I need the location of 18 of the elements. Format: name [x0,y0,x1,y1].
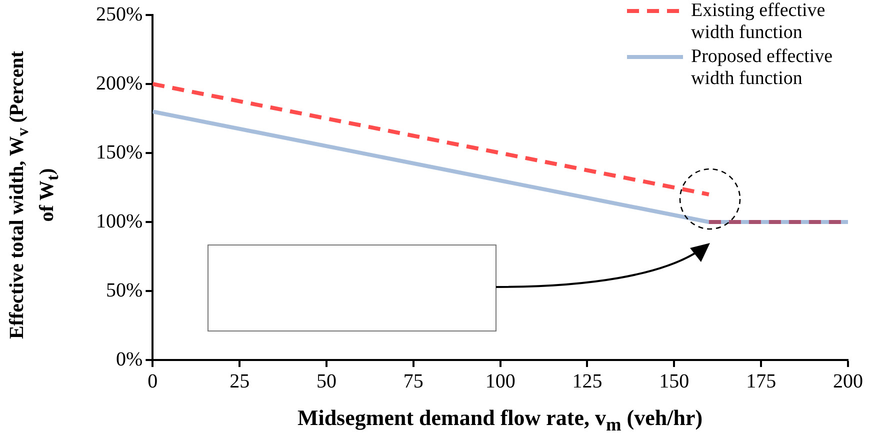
x-tick-label: 150 [659,370,690,392]
x-tick-label: 100 [485,370,516,392]
y-tick-label: 250% [96,3,143,26]
y-tick-label: 150% [96,141,143,164]
legend-label: Existing effective width function [691,0,826,44]
x-tick-label: 200 [833,370,863,392]
x-tick-label: 0 [148,370,158,392]
y-tick-label: 50% [106,279,143,302]
x-tick-label: 125 [572,370,602,392]
y-tick-label: 200% [96,72,143,94]
x-tick-label: 50 [316,370,336,392]
x-axis-title: Midsegment demand flow rate, v$_{m}$ (veh/hr) [296,405,704,436]
x-tick-label: 25 [230,370,250,392]
legend-label: Proposed effective width function [691,46,834,90]
x-tick-label: 75 [403,370,424,392]
x-tick-label: 175 [746,370,776,392]
y-tick-label: 100% [96,210,143,232]
y-tick-label: 0% [116,348,143,370]
